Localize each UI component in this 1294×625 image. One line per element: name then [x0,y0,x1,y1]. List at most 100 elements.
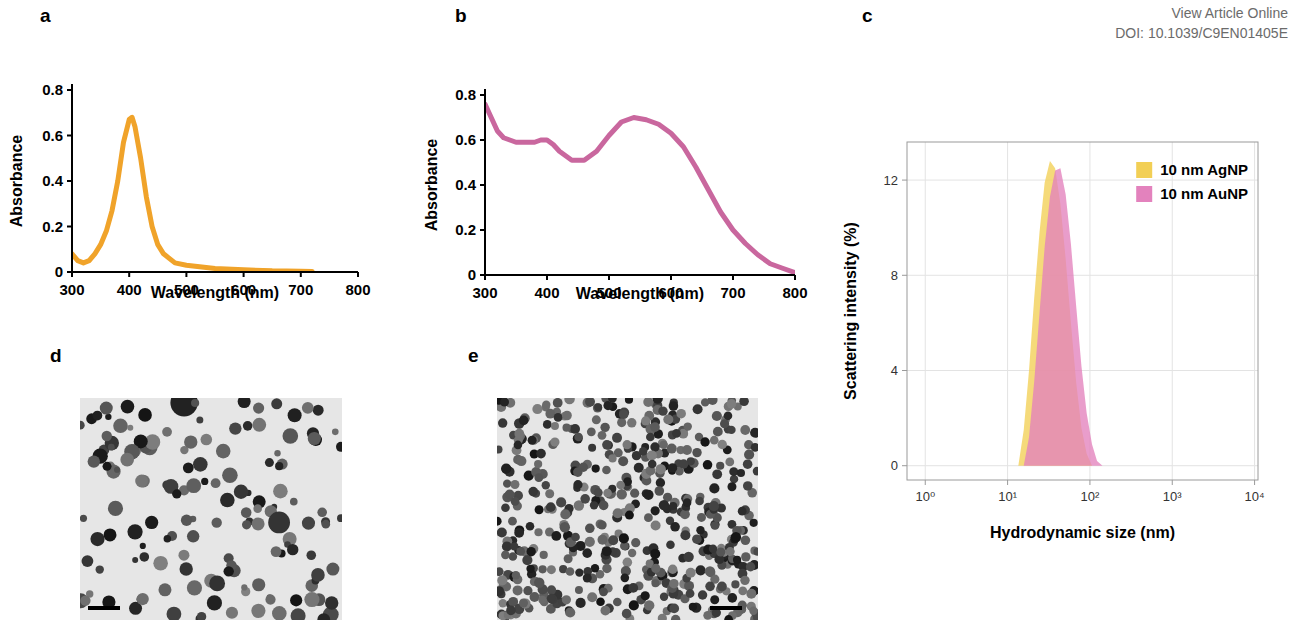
tem-particle [625,511,634,520]
tem-particle [710,595,719,604]
tem-particle [639,447,647,455]
tem-particle [659,440,668,449]
tem-particle [108,444,115,451]
tem-particle [701,398,709,406]
tem-particle [513,585,523,595]
tem-particle [528,436,537,445]
tem-particle [686,568,696,578]
legend: 10 nm AgNP10 nm AuNP [1136,161,1248,202]
legend-swatch [1136,162,1152,178]
x-tick-label: 10¹ [998,489,1017,504]
tem-particle [566,567,575,576]
x-tick-label: 10³ [1163,489,1182,504]
tem-particle [698,590,707,599]
tem-particle [716,547,725,556]
tem-particle [551,422,559,430]
x-tick-label: 300 [59,281,84,298]
grid-line [1254,142,1255,480]
tem-particle [253,504,262,513]
tem-particle [582,548,592,558]
tem-particle [664,415,673,424]
tem-particle [746,562,755,571]
tem-particle [322,520,331,529]
tem-particle [532,404,542,414]
tem-particle [573,467,583,477]
tem-particle [546,502,556,512]
tem-particle [242,520,251,529]
tem-particle [597,520,606,529]
y-tick [480,94,485,96]
tem-particle [598,535,608,545]
x-tick-label: 10² [1081,489,1100,504]
tem-particle [547,585,556,594]
tem-particle [526,565,534,573]
tem-particle [623,558,633,568]
panel-letter: b [455,5,467,26]
tem-particle [712,469,722,479]
tem-particle [516,456,526,466]
tem-particle [618,456,628,466]
tem-particle [103,462,112,471]
tem-particle [680,509,690,519]
panel-letter: e [468,345,479,366]
tem-particle [683,552,693,562]
tem-particle [121,400,135,414]
tem-particle [650,422,660,432]
tem-particle [497,567,504,576]
tem-particle [514,528,524,538]
x-tick-label: 10⁴ [1245,489,1265,504]
tem-particle [207,595,222,610]
x-tick [185,272,187,277]
tem-particle [574,433,583,442]
panel-letter: d [50,345,62,366]
y-axis-title: Scattering intensity (%) [842,222,859,400]
tem-particle [627,418,636,427]
tem-particle [551,531,561,541]
tem-particle [622,609,632,619]
tem-particle [741,536,751,546]
tem-particle [92,411,102,421]
tem-particle [283,428,299,444]
size-distribution [1018,168,1102,466]
tem-particle [80,515,87,522]
tem-particle [550,437,559,446]
y-axis-title: Absorbance [423,139,440,232]
x-tick [128,272,130,277]
tem-particle [599,587,608,596]
tem-particle [547,594,556,603]
tem-particle [127,524,142,539]
tem-particle [325,596,338,609]
y-tick-label: 0.8 [42,81,63,98]
tem-particle [570,424,580,434]
tem-particle [534,473,543,482]
tem-particle [523,586,532,595]
tem-particle [241,507,252,518]
tem-particle [740,425,750,435]
tem-particle [547,594,557,604]
x-tick [243,272,245,277]
tem-particle [100,402,113,415]
figure: View Article OnlineDOI: 10.1039/C9EN0140… [0,0,1294,625]
tem-particle [617,418,626,427]
tem-particle [539,565,547,573]
tem-particle [253,403,264,414]
tem-particle [514,429,524,439]
y-tick-label: 0.6 [455,131,476,148]
tem-background [497,398,758,620]
tem-particle [740,576,749,585]
tem-particle [727,482,736,491]
tem-particle [211,478,221,488]
tem-particle [697,513,706,522]
tem-particle [196,417,203,424]
tem-particle [669,401,679,411]
tem-particle [575,568,583,576]
tem-particle [573,480,582,489]
tem-particle [746,589,756,599]
tem-particle [167,607,182,620]
tem-particle [731,580,739,588]
tem-particle [139,552,149,562]
x-axis [72,271,358,273]
tem-particle [313,405,324,416]
tem-particle [211,517,221,527]
tem-particle [243,421,253,431]
